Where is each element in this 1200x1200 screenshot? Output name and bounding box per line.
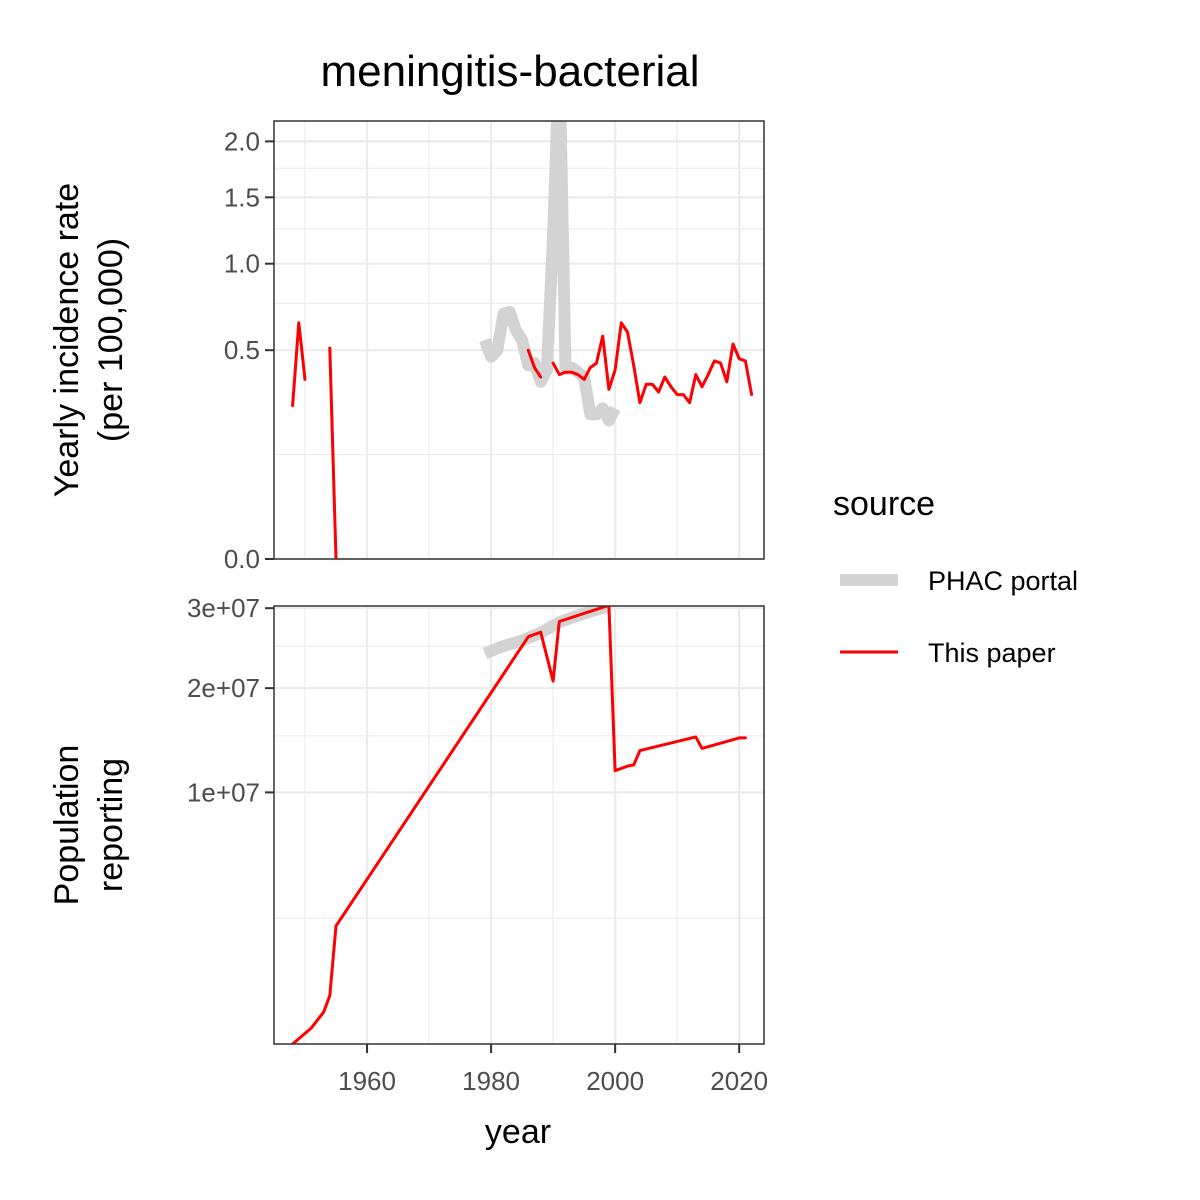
x-axis-title: year [485,1113,551,1151]
population-series [291,606,747,1044]
population-y-title-line-2: reporting [92,758,130,892]
x-tick-label-2000: 2000 [586,1066,644,1096]
x-tick-label-2020: 2020 [710,1066,768,1096]
population-y-tick-label-2e-07: 2e+07 [187,673,260,703]
incidence-line-this-paper-segment-2 [328,346,338,559]
population-y-axis: 1e+07 2e+07 3e+07 [187,593,274,807]
incidence-y-tick-label-0-0: 0.0 [224,544,260,574]
incidence-panel: 0.0 0.5 1.0 1.5 2.0 Yearly incidence rate (p… [48,120,765,574]
population-panel: 1e+07 2e+07 3e+07 Population reporting [48,593,765,1045]
incidence-panel-frame [273,120,765,560]
population-panel-background [274,606,764,1044]
legend-label-this-paper: This paper [928,638,1056,668]
incidence-line-this-paper-segment-1 [291,321,307,408]
incidence-y-tick-label-1-0: 1.0 [224,249,260,279]
chart-title: meningitis-bacterial [320,47,699,96]
x-tick-label-1980: 1980 [462,1066,520,1096]
population-y-title-line-1: Population [48,745,86,906]
population-y-tick-label-3e-07: 3e+07 [187,593,260,623]
incidence-line-this-paper-segment-4 [551,321,754,405]
incidence-y-title-line-1: Yearly incidence rate [48,183,86,497]
incidence-line-phac-portal-segment-1 [479,121,621,427]
population-line-this-paper-segment-1 [291,606,747,1044]
incidence-y-title-line-2: (per 100,000) [92,238,130,442]
incidence-series [291,121,754,559]
population-panel-frame [273,605,765,1045]
legend: source PHAC portal This paper [833,485,1078,668]
population-y-tick-label-1e-07: 1e+07 [187,777,260,807]
legend-label-phac-portal: PHAC portal [928,566,1078,596]
incidence-y-tick-label-1-5: 1.5 [224,182,260,212]
incidence-line-this-paper-segment-3 [526,348,543,379]
legend-title: source [833,485,935,523]
population-grid-major [274,606,764,1044]
x-tick-label-1960: 1960 [338,1066,396,1096]
x-axis: 1960 1980 2000 2020 [338,1044,768,1096]
incidence-y-tick-label-0-5: 0.5 [224,335,260,365]
incidence-y-tick-label-2-0: 2.0 [224,126,260,156]
incidence-y-axis: 0.0 0.5 1.0 1.5 2.0 [224,126,274,574]
